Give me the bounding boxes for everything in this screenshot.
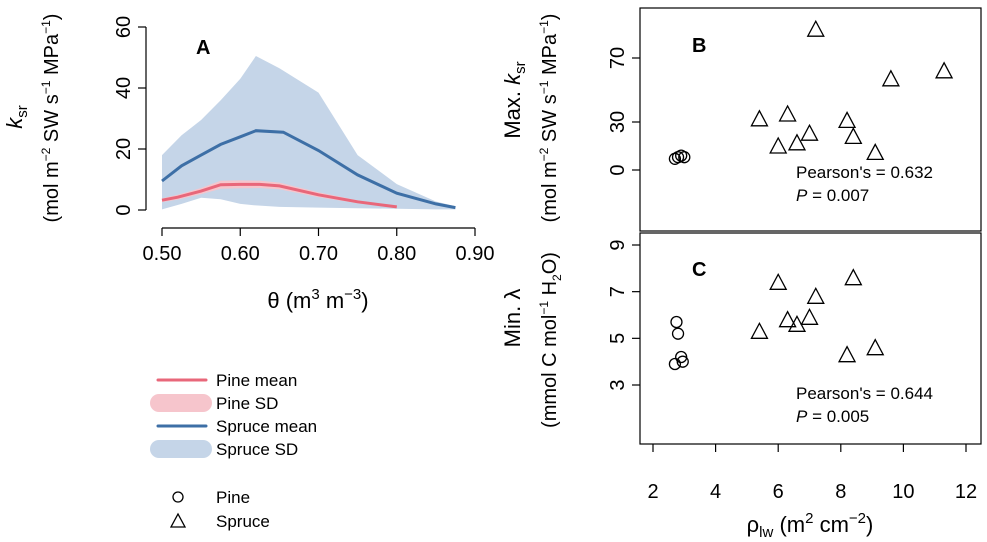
c-x-ticks: 2 4 6 8 10 12	[647, 444, 977, 503]
pine-point	[670, 315, 683, 329]
spruce-point	[866, 143, 885, 161]
a-x-tick-label: 0.80	[377, 243, 416, 265]
c-x-tick-label: 6	[773, 481, 784, 503]
panel-c: 3 5 7 9 2 4 6 8 10 12 C Pearson's = 0.644 P = 0.…	[500, 232, 982, 541]
spruce-point	[750, 109, 769, 127]
legend-triangle-marker	[169, 512, 187, 528]
c-x-label: ρlw (m2 cm−2)	[747, 510, 874, 541]
b-y-tick-label: 30	[607, 111, 629, 133]
c-x-tick-label: 2	[647, 481, 658, 503]
a-y-units: (mol m−2 SW s−1 MPa−1)	[39, 14, 63, 223]
svg-text:Max. ksr: Max. ksr	[500, 61, 529, 138]
legend-markers: Pine Spruce	[169, 488, 270, 531]
a-x-tick-label: 0.60	[221, 243, 260, 265]
legend-band-swatch	[150, 440, 212, 458]
a-y-ticks: 0 20 40 60	[113, 16, 146, 216]
spruce-mean-line	[161, 129, 456, 210]
spruce-point	[778, 104, 797, 122]
c-pearson: Pearson's = 0.644	[796, 384, 933, 403]
spruce-point	[844, 268, 863, 286]
c-y-tick-label: 7	[607, 286, 629, 297]
svg-text:(mmol C mol−1 H2O): (mmol C mol−1 H2O)	[537, 252, 564, 428]
legend-lines: Pine mean Pine SD Spruce mean Spruce SD	[150, 371, 317, 459]
c-x-tick-label: 12	[955, 481, 977, 503]
spruce-point	[881, 69, 900, 87]
c-y-tick-label: 5	[607, 333, 629, 344]
pine-mean-line	[161, 182, 397, 209]
c-y-label: Min. λ	[500, 289, 525, 348]
spruce-point	[750, 321, 769, 339]
spruce-point	[935, 61, 954, 79]
panel-b: 0 30 70 B Pearson's = 0.632 P = 0.007 Max.…	[500, 7, 982, 232]
a-y-tick-label: 40	[113, 77, 135, 99]
b-pearson: Pearson's = 0.632	[796, 163, 933, 182]
legend-label: Pine mean	[216, 371, 297, 390]
b-y-units: (mol m−2 SW s−1 MPa−1)	[537, 14, 561, 223]
panel-label-a: A	[196, 37, 210, 59]
b-p-value: P = 0.007	[796, 186, 869, 205]
a-x-tick-label: 0.70	[299, 243, 338, 265]
svg-text:ksr: ksr	[2, 105, 31, 129]
spruce-point	[800, 123, 819, 141]
panel-b-frame	[639, 7, 982, 232]
a-x-ticks: 0.50 0.60 0.70 0.80 0.90	[143, 228, 495, 265]
a-y-label: ksr	[2, 105, 31, 129]
legend-circle-marker	[172, 491, 184, 503]
pine-point	[678, 151, 691, 164]
spruce-point	[769, 136, 788, 154]
spruce-point	[787, 314, 807, 332]
a-y-tick-label: 60	[113, 16, 135, 38]
c-y-tick-label: 3	[607, 379, 629, 390]
a-y-tick-label: 20	[113, 138, 135, 160]
c-x-tick-label: 4	[710, 481, 721, 503]
spruce-point	[866, 338, 885, 356]
c-points	[668, 268, 885, 371]
legend-label: Spruce mean	[216, 417, 317, 436]
spruce-point	[806, 19, 825, 37]
c-p-value: P = 0.005	[796, 407, 869, 426]
c-x-tick-label: 8	[835, 481, 846, 503]
b-p-value-text: = 0.007	[807, 186, 869, 205]
b-y-tick-label: 70	[607, 47, 629, 69]
c-x-tick-label: 10	[892, 481, 914, 503]
spruce-point	[800, 307, 819, 325]
spruce-point	[778, 310, 797, 328]
svg-text:Min. λ: Min. λ	[500, 289, 525, 348]
spruce-point	[806, 286, 825, 304]
spruce-sd-band	[162, 56, 456, 210]
c-p-value-text: = 0.005	[807, 407, 869, 426]
b-y-label: Max. ksr	[500, 61, 529, 138]
spruce-point	[844, 127, 863, 145]
spruce-point	[837, 345, 857, 363]
c-y-ticks: 3 5 7 9	[607, 239, 640, 391]
a-x-label: θ (m3 m−3)	[267, 286, 368, 313]
legend-marker-label: Spruce	[216, 512, 270, 531]
b-y-tick-label: 0	[607, 164, 629, 175]
svg-text:(mol m−2 SW s−1 MPa−1): (mol m−2 SW s−1 MPa−1)	[39, 14, 63, 223]
panel-label-b: B	[692, 35, 706, 57]
svg-text:(mol m−2 SW s−1 MPa−1): (mol m−2 SW s−1 MPa−1)	[537, 14, 561, 223]
panel-label-c: C	[692, 259, 706, 281]
b-points	[668, 19, 954, 165]
legend-label: Spruce SD	[216, 440, 298, 459]
pine-point	[668, 357, 682, 371]
panel-a: 0.50 0.60 0.70 0.80 0.90 0 20 40 60 A ksr (mol …	[2, 14, 494, 313]
c-y-units: (mmol C mol−1 H2O)	[537, 252, 564, 428]
c-y-tick-label: 9	[607, 239, 629, 250]
pine-point	[671, 327, 685, 340]
b-y-ticks: 0 30 70	[607, 47, 640, 176]
pine-sd-band	[162, 180, 397, 208]
legend-label: Pine SD	[216, 394, 278, 413]
legend-band-swatch	[150, 394, 212, 412]
spruce-point	[769, 272, 788, 290]
a-x-tick-label: 0.90	[456, 243, 495, 265]
legend-marker-label: Pine	[216, 488, 250, 507]
a-x-tick-label: 0.50	[143, 243, 182, 265]
spruce-point	[837, 111, 857, 129]
a-y-tick-label: 0	[113, 204, 135, 215]
spruce-point	[787, 133, 807, 151]
pine-point	[676, 355, 689, 368]
